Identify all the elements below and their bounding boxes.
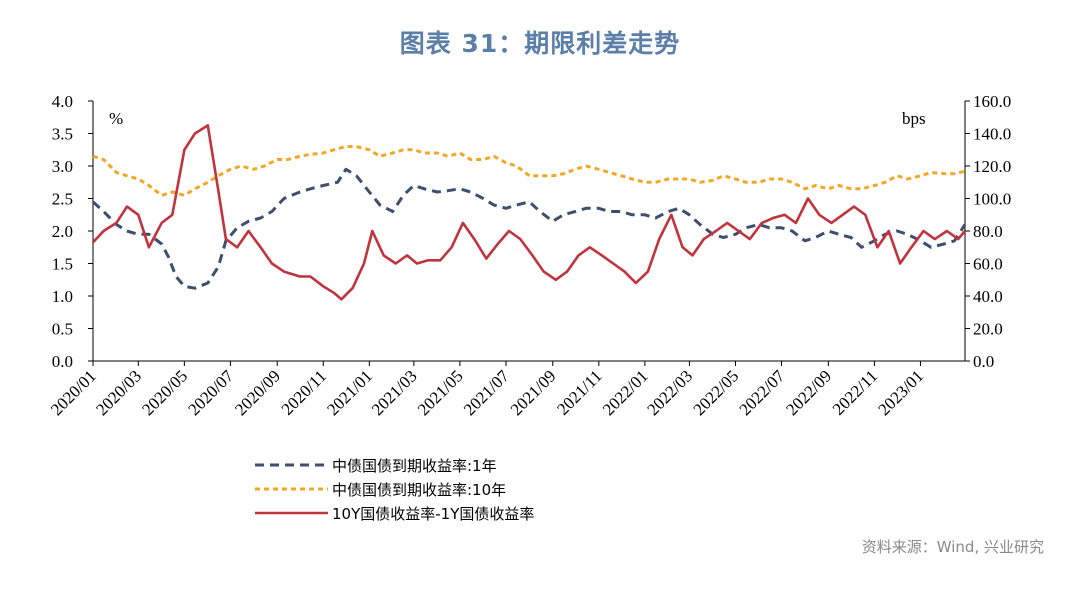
left-tick-label: 3.5 [52, 125, 73, 144]
x-tick-label: 2020/05 [138, 366, 191, 419]
x-tick-label: 2021/03 [368, 366, 421, 419]
left-tick-label: 2.5 [52, 190, 73, 209]
left-tick-label: 0.0 [52, 352, 73, 371]
x-tick-label: 2021/01 [323, 366, 376, 419]
series-line-2 [92, 145, 966, 197]
right-tick-label: 140.0 [973, 125, 1011, 144]
x-tick-label: 2021/05 [414, 366, 467, 419]
right-tick-label: 60.0 [973, 255, 1003, 274]
x-tick-label: 2020/01 [47, 366, 100, 419]
source-note: 资料来源：Wind, 兴业研究 [861, 538, 1044, 556]
left-tick-label: 1.5 [52, 255, 73, 274]
right-tick-label: 160.0 [973, 92, 1011, 111]
x-tick-label: 2023/01 [874, 366, 927, 419]
right-tick-label: 40.0 [973, 287, 1003, 306]
x-tick-label: 2021/09 [507, 366, 560, 419]
x-tick-label: 2020/03 [92, 366, 145, 419]
right-tick-label: 80.0 [973, 222, 1003, 241]
x-tick-label: 2022/03 [643, 366, 696, 419]
right-tick-label: 20.0 [973, 320, 1003, 339]
left-tick-label: 1.0 [52, 287, 73, 306]
left-tick-label: 0.5 [52, 320, 73, 339]
right-tick-label: 0.0 [973, 352, 994, 371]
axes: 0.0 0.5 1.0 1.5 2.0 2.5 3.0 3.5 4.0 0.0 20.0 40.0 60… [47, 92, 1011, 419]
right-tick-label: 100.0 [973, 190, 1011, 209]
right-axis-unit: bps [902, 109, 926, 128]
x-tick-label: 2022/01 [599, 366, 652, 419]
x-tick-label: 2020/11 [278, 366, 330, 418]
x-tick-label: 2021/07 [460, 366, 513, 419]
left-tick-label: 2.0 [52, 222, 73, 241]
chart-title: 图表 31：期限利差走势 [399, 29, 681, 58]
x-tick-label: 2022/11 [829, 366, 881, 418]
x-tick-label: 2020/07 [184, 366, 237, 419]
left-tick-label: 4.0 [52, 92, 73, 111]
legend-label-2: 中债国债到期收益率:10年 [332, 481, 506, 499]
x-tick-label: 2022/07 [736, 366, 789, 419]
right-tick-label: 120.0 [973, 157, 1011, 176]
left-axis-unit: % [109, 109, 123, 128]
legend-label-1: 中债国债到期收益率:1年 [332, 457, 497, 475]
series-layer [91, 124, 967, 301]
left-tick-label: 3.0 [52, 157, 73, 176]
x-tick-label: 2022/05 [689, 366, 742, 419]
x-tick-label: 2020/09 [231, 366, 284, 419]
x-tick-label: 2021/11 [553, 366, 605, 418]
legend-label-3: 10Y国债收益率-1Y国债收益率 [332, 505, 534, 523]
series-line-1 [91, 167, 967, 290]
x-tick-label: 2022/09 [782, 366, 835, 419]
series-line-3 [92, 124, 966, 301]
